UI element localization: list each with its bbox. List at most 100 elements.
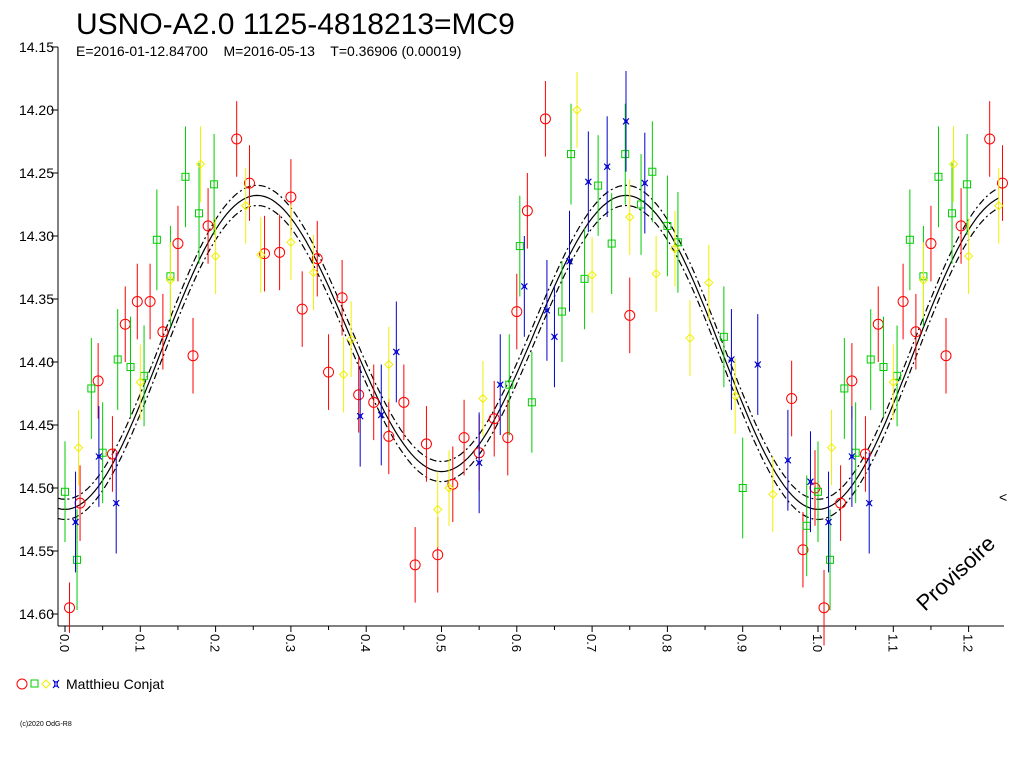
diamond-marker bbox=[948, 159, 959, 169]
diamond-marker bbox=[704, 277, 714, 288]
data-point-yellow bbox=[888, 344, 899, 420]
x-tick-label: 0.3 bbox=[283, 634, 298, 652]
data-point-yellow bbox=[478, 360, 488, 437]
data-point-blue bbox=[641, 132, 649, 234]
data-point-red bbox=[368, 364, 380, 441]
square-marker bbox=[840, 384, 849, 393]
data-point-green bbox=[580, 228, 589, 330]
data-point-red bbox=[897, 263, 909, 340]
data-point-red bbox=[131, 263, 143, 340]
data-point-red bbox=[488, 380, 500, 457]
data-point-blue bbox=[392, 301, 400, 403]
square-marker bbox=[210, 180, 219, 189]
diamond-marker bbox=[346, 334, 356, 345]
data-point-green bbox=[934, 126, 943, 228]
data-point-yellow bbox=[826, 409, 837, 486]
data-point-blue bbox=[356, 365, 364, 467]
circle-marker bbox=[502, 432, 514, 444]
data-point-yellow bbox=[704, 244, 714, 321]
star-marker bbox=[825, 518, 832, 526]
data-point-blue bbox=[475, 412, 483, 514]
square-marker bbox=[905, 235, 914, 244]
data-point-red bbox=[521, 173, 533, 249]
circle-marker bbox=[64, 602, 76, 614]
data-point-red bbox=[157, 293, 169, 370]
data-point-green bbox=[802, 475, 811, 577]
star-marker bbox=[603, 163, 611, 171]
y-tick-label: 14.35 bbox=[19, 291, 54, 307]
data-point-red bbox=[859, 416, 871, 492]
y-tick-label: 14.60 bbox=[19, 606, 54, 622]
circle-marker bbox=[897, 296, 909, 308]
data-point-green bbox=[738, 437, 747, 539]
diamond-marker bbox=[478, 393, 488, 404]
circle-marker bbox=[511, 306, 523, 318]
circle-marker bbox=[910, 326, 922, 338]
circle-marker bbox=[940, 350, 952, 362]
x-axis-ticks: 0.0 0.1 0.2 0.3 0.4 0.5 0.6 0.7 0.8 0.9 1.0 1.1 1.2 bbox=[57, 626, 976, 652]
circle-marker bbox=[447, 478, 459, 490]
diamond-marker bbox=[587, 270, 597, 280]
data-point-green bbox=[515, 195, 524, 297]
circle-marker bbox=[955, 220, 967, 232]
data-point-red bbox=[106, 416, 118, 492]
data-point-red bbox=[187, 317, 199, 394]
chart-subtitle: E=2016-01-12.84700 M=2016-05-13 T=0.3690… bbox=[76, 43, 461, 59]
data-point-red bbox=[925, 205, 937, 282]
circle-marker bbox=[521, 205, 533, 217]
square-marker bbox=[505, 380, 514, 389]
square-marker bbox=[113, 355, 122, 364]
star-marker bbox=[392, 348, 400, 356]
data-point-yellow bbox=[948, 126, 959, 202]
legend-yellow-diamond bbox=[41, 679, 51, 689]
data-point-green bbox=[826, 509, 835, 611]
diamond-marker bbox=[165, 275, 176, 285]
star-marker bbox=[72, 518, 79, 526]
data-point-yellow bbox=[587, 237, 597, 313]
data-point-blue bbox=[543, 259, 551, 361]
circle-marker bbox=[187, 350, 199, 362]
data-point-yellow bbox=[256, 217, 266, 293]
diamond-marker bbox=[338, 369, 349, 380]
data-point-red bbox=[119, 286, 131, 362]
data-point-blue bbox=[622, 70, 630, 172]
square-marker bbox=[663, 221, 672, 230]
square-marker bbox=[152, 235, 161, 244]
data-point-green bbox=[637, 154, 646, 255]
circle-marker bbox=[786, 393, 798, 405]
data-point-red bbox=[383, 398, 395, 475]
y-tick-label: 14.40 bbox=[19, 354, 54, 370]
star-marker bbox=[566, 257, 573, 265]
data-point-red bbox=[420, 406, 432, 482]
data-point-green bbox=[210, 133, 219, 235]
data-point-green bbox=[814, 441, 822, 543]
square-marker bbox=[580, 274, 589, 283]
data-point-red bbox=[940, 317, 952, 394]
circle-marker bbox=[383, 430, 395, 442]
y-tick-label: 14.45 bbox=[19, 417, 54, 433]
data-point-red bbox=[243, 145, 255, 221]
data-point-green bbox=[126, 316, 135, 418]
data-point-blue bbox=[807, 431, 814, 533]
circle-marker bbox=[231, 133, 243, 145]
star-marker bbox=[728, 356, 735, 363]
data-point-blue bbox=[520, 236, 528, 337]
legend-red-circle bbox=[16, 678, 28, 690]
data-point-red bbox=[872, 286, 884, 362]
diamond-marker bbox=[256, 250, 266, 260]
star-marker bbox=[496, 381, 504, 389]
square-marker bbox=[594, 181, 603, 190]
square-marker bbox=[738, 484, 747, 492]
copyright-note: (c)2020 OdG-R8 bbox=[20, 721, 72, 728]
data-point-blue bbox=[95, 406, 103, 507]
data-point-red bbox=[323, 334, 335, 410]
data-point-yellow bbox=[994, 167, 1004, 244]
diamond-marker bbox=[444, 483, 454, 493]
x-tick-label: 0.7 bbox=[584, 634, 599, 652]
diamond-marker bbox=[651, 269, 661, 279]
circle-marker bbox=[336, 292, 348, 304]
x-tick-label: 0.9 bbox=[735, 634, 750, 652]
plot-frame bbox=[57, 47, 1004, 627]
data-point-yellow bbox=[433, 471, 443, 548]
star-marker bbox=[848, 453, 856, 460]
